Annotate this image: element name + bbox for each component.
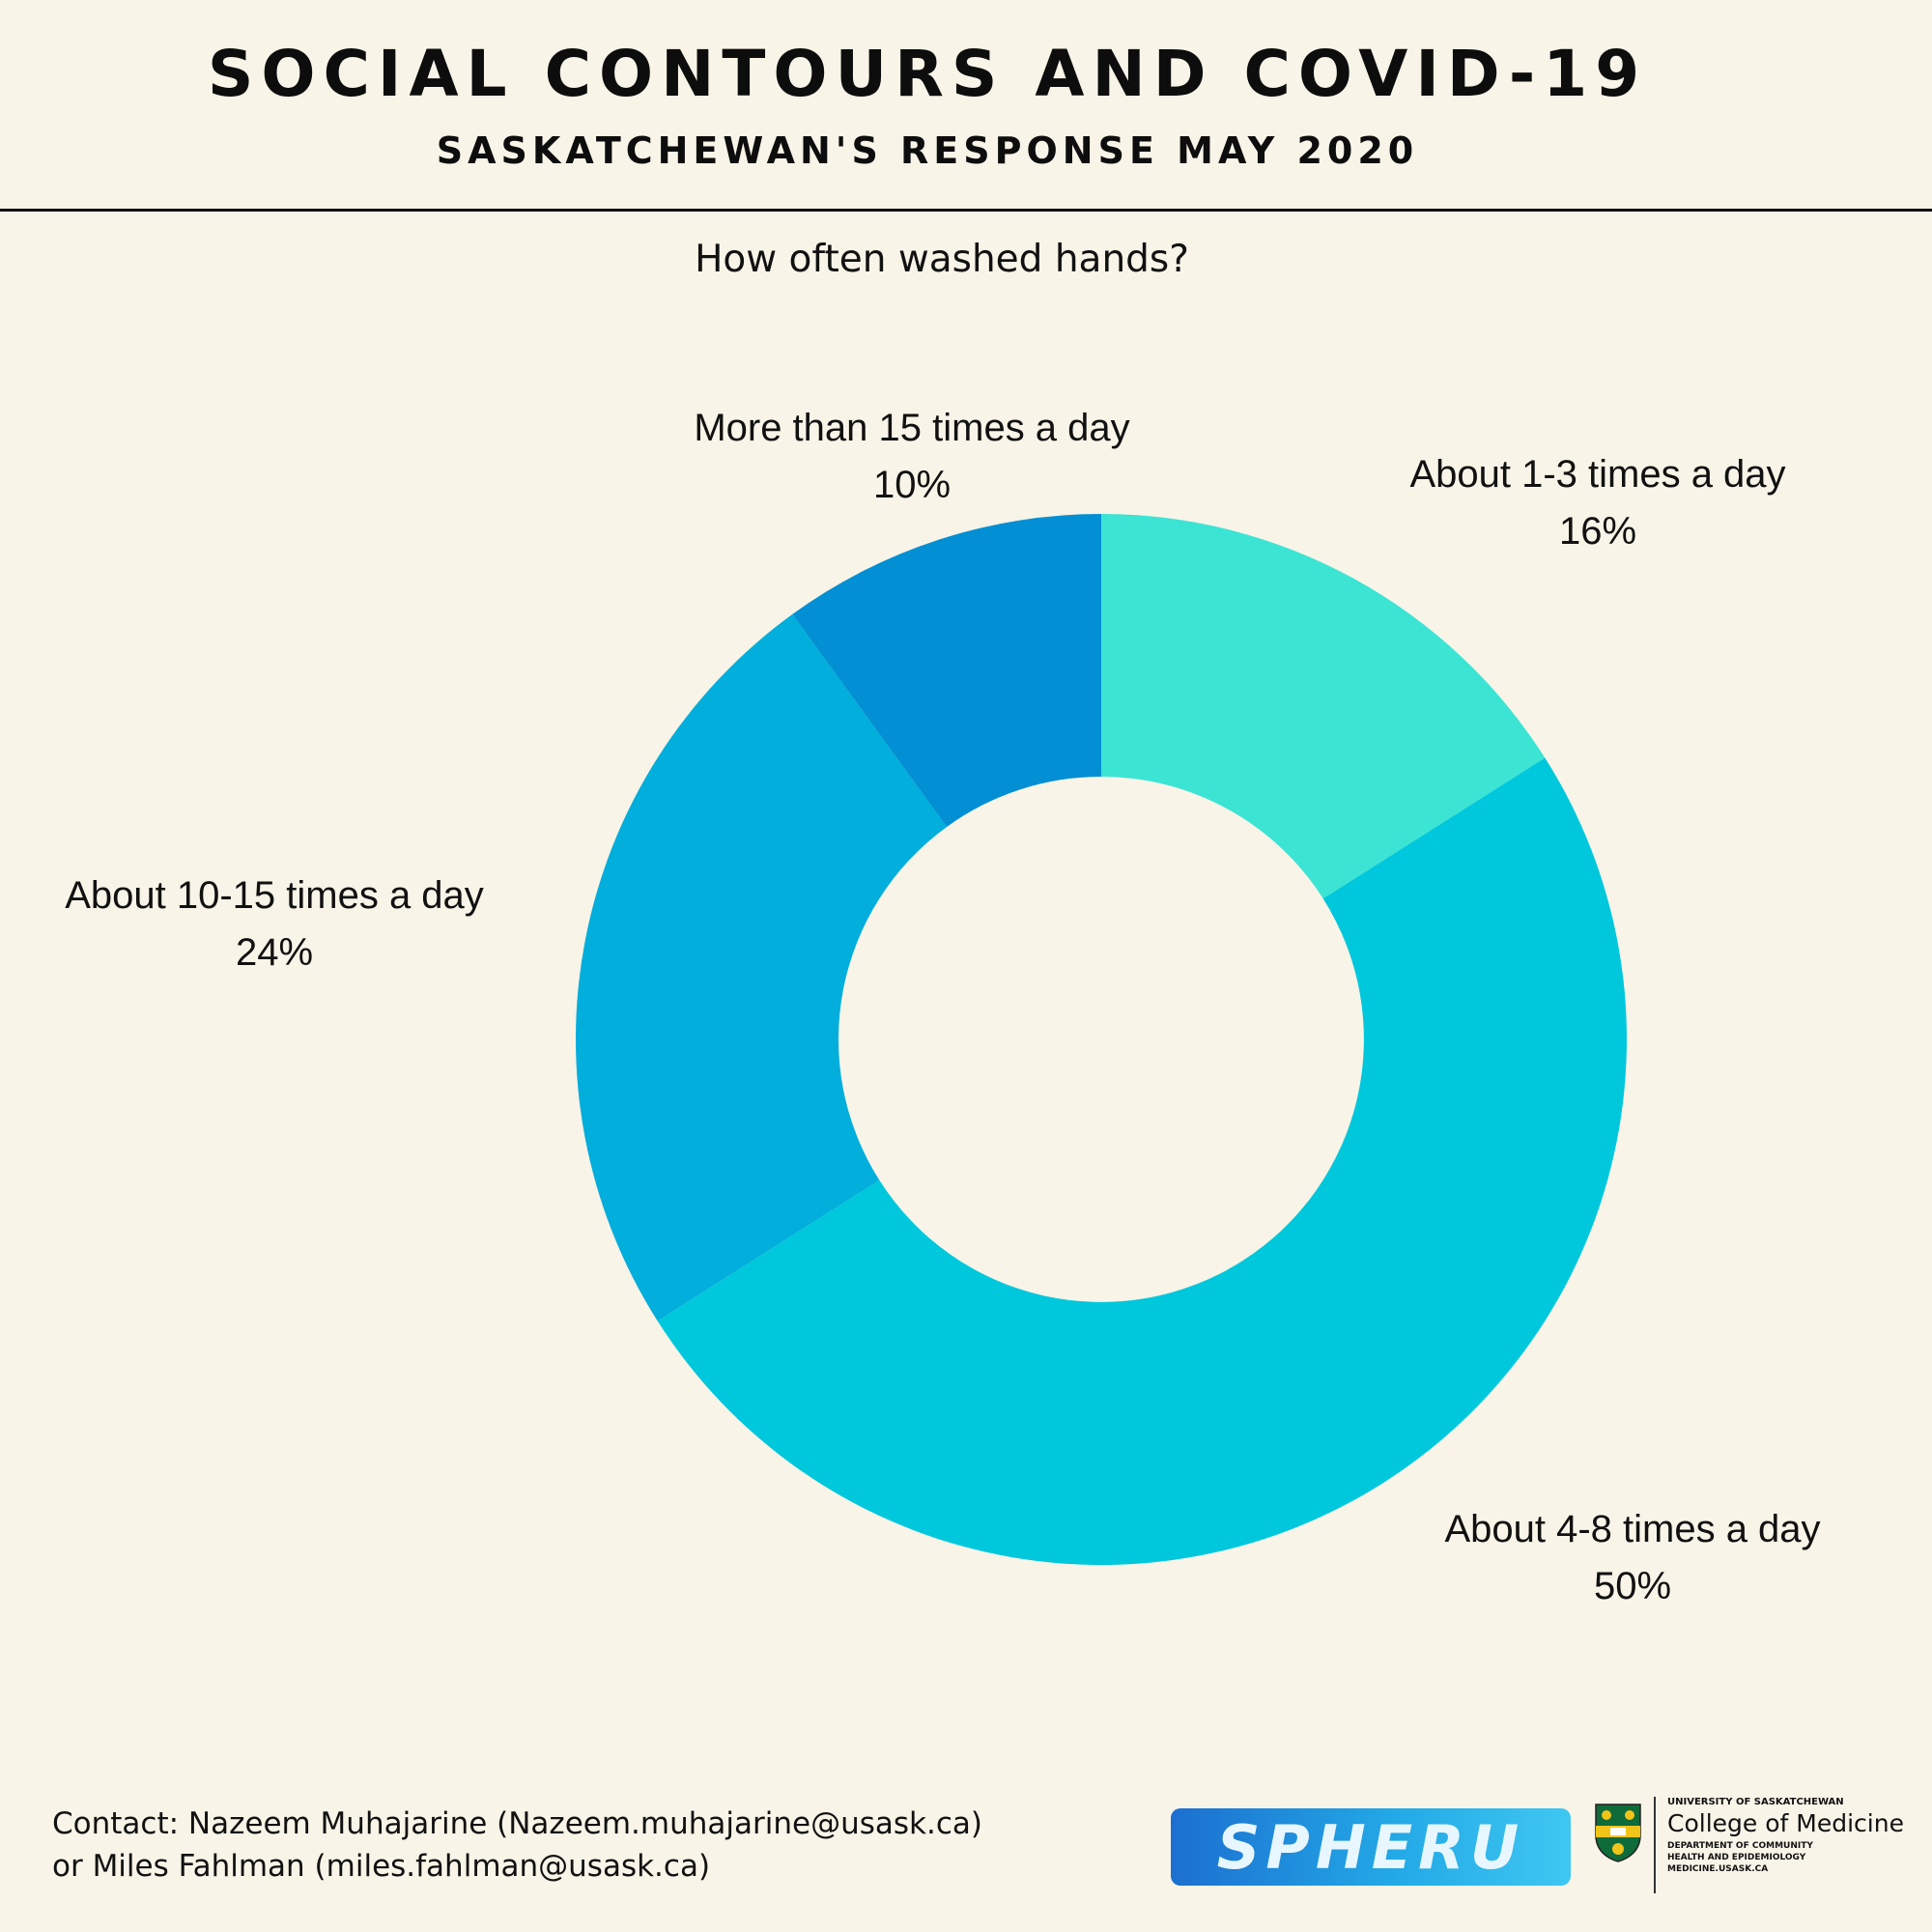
- contact-info: Contact: Nazeem Muhajarine (Nazeem.muhaj…: [52, 1803, 982, 1888]
- usask-college-name: College of Medicine: [1667, 1809, 1904, 1837]
- logo-divider: [1654, 1797, 1656, 1893]
- usask-college-of-medicine-logo: UNIVERSITY OF SASKATCHEWAN College of Me…: [1594, 1797, 1904, 1893]
- header-divider: [0, 209, 1932, 212]
- slice-value-label: 10%: [873, 464, 951, 506]
- slice-value-label: 50%: [1594, 1565, 1671, 1607]
- donut-slice-1: [1101, 514, 1546, 899]
- usask-university-name: UNIVERSITY OF SASKATCHEWAN: [1667, 1797, 1844, 1807]
- page-title: SOCIAL CONTOURS AND COVID-19: [207, 37, 1648, 111]
- usask-dept-line-1: DEPARTMENT OF COMMUNITY: [1667, 1841, 1813, 1851]
- chart-title: How often washed hands?: [695, 238, 1189, 281]
- donut-slice-3: [576, 613, 948, 1321]
- contact-line-2: or Miles Fahlman (miles.fahlman@usask.ca…: [52, 1849, 711, 1884]
- page-subtitle: SASKATCHEWAN'S RESPONSE MAY 2020: [436, 129, 1419, 172]
- spheru-logo: SPHERU: [1171, 1808, 1571, 1886]
- slice-category-label: More than 15 times a day: [694, 407, 1129, 449]
- usask-dept-line-2: HEALTH AND EPIDEMIOLOGY: [1667, 1853, 1806, 1862]
- slice-category-label: About 10-15 times a day: [65, 874, 484, 917]
- donut-slice-2: [657, 757, 1627, 1566]
- usask-shield-icon: [1595, 1804, 1641, 1862]
- usask-website: MEDICINE.USASK.CA: [1667, 1864, 1769, 1874]
- slice-value-label: 16%: [1559, 510, 1636, 553]
- donut-slice-4: [792, 514, 1101, 827]
- slice-category-label: About 4-8 times a day: [1444, 1508, 1820, 1550]
- contact-line-1: Contact: Nazeem Muhajarine (Nazeem.muhaj…: [52, 1806, 982, 1841]
- slice-value-label: 24%: [236, 931, 313, 974]
- slice-category-label: About 1-3 times a day: [1409, 453, 1785, 496]
